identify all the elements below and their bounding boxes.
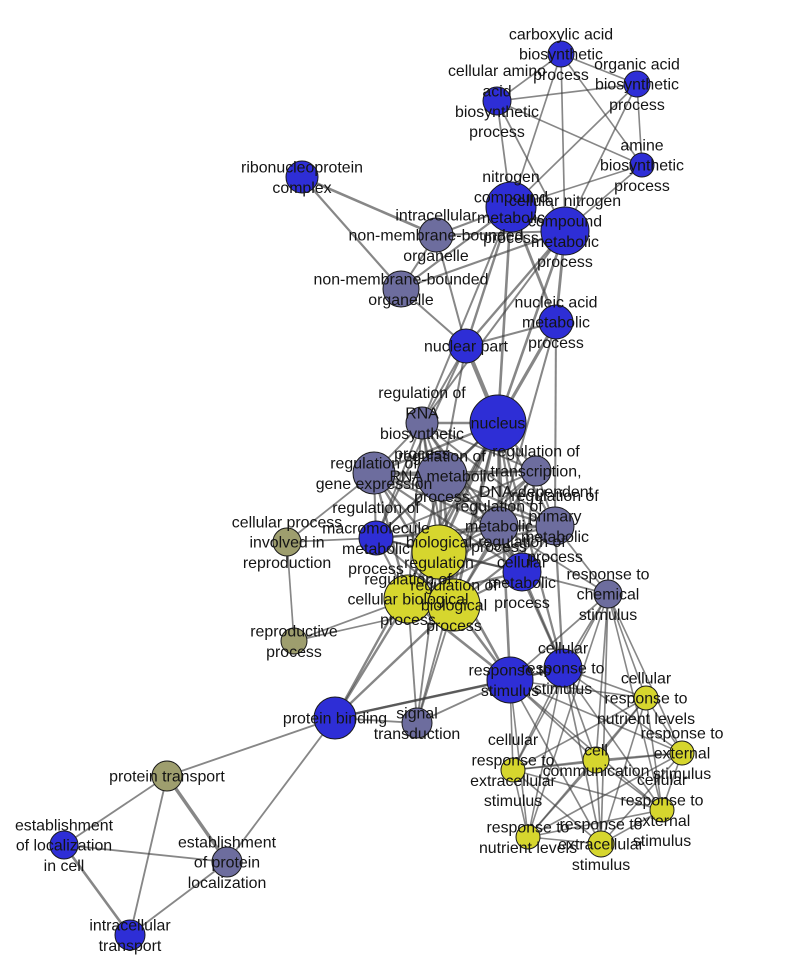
svg-text:protein binding: protein binding (283, 711, 387, 728)
svg-text:protein transport: protein transport (109, 769, 225, 786)
svg-text:nucleus: nucleus (471, 416, 526, 433)
svg-text:nuclear part: nuclear part (424, 339, 508, 356)
